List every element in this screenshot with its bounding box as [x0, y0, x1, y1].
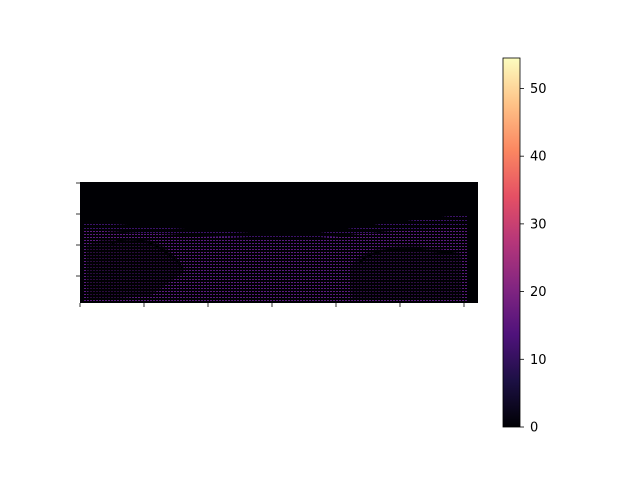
left-car-shape: [86, 238, 184, 300]
colorbar-gradient: [503, 58, 520, 427]
right-car-shape: [350, 246, 462, 300]
y-axis-ticks: [76, 182, 80, 277]
colorbar-frame: [502, 57, 521, 428]
colorbar-tick-label: 20: [530, 285, 547, 300]
depth-scan-points: [84, 214, 468, 303]
colorbar-tick-label: 50: [530, 82, 547, 97]
colorbar-tick-label: 10: [530, 353, 547, 368]
x-axis-ticks: [79, 303, 465, 307]
colorbar-tick-label: 0: [530, 421, 538, 436]
colorbar: 0 10 20 30 40 50: [502, 57, 547, 436]
left-car-outline: [111, 238, 185, 271]
colorbar-ticks: 0 10 20 30 40 50: [520, 82, 547, 436]
right-car-outline: [359, 248, 463, 263]
colorbar-tick-label: 40: [530, 150, 547, 165]
colorbar-tick-label: 30: [530, 217, 547, 232]
heatmap-plot: [76, 182, 478, 307]
scan-region-dim: [84, 214, 468, 240]
